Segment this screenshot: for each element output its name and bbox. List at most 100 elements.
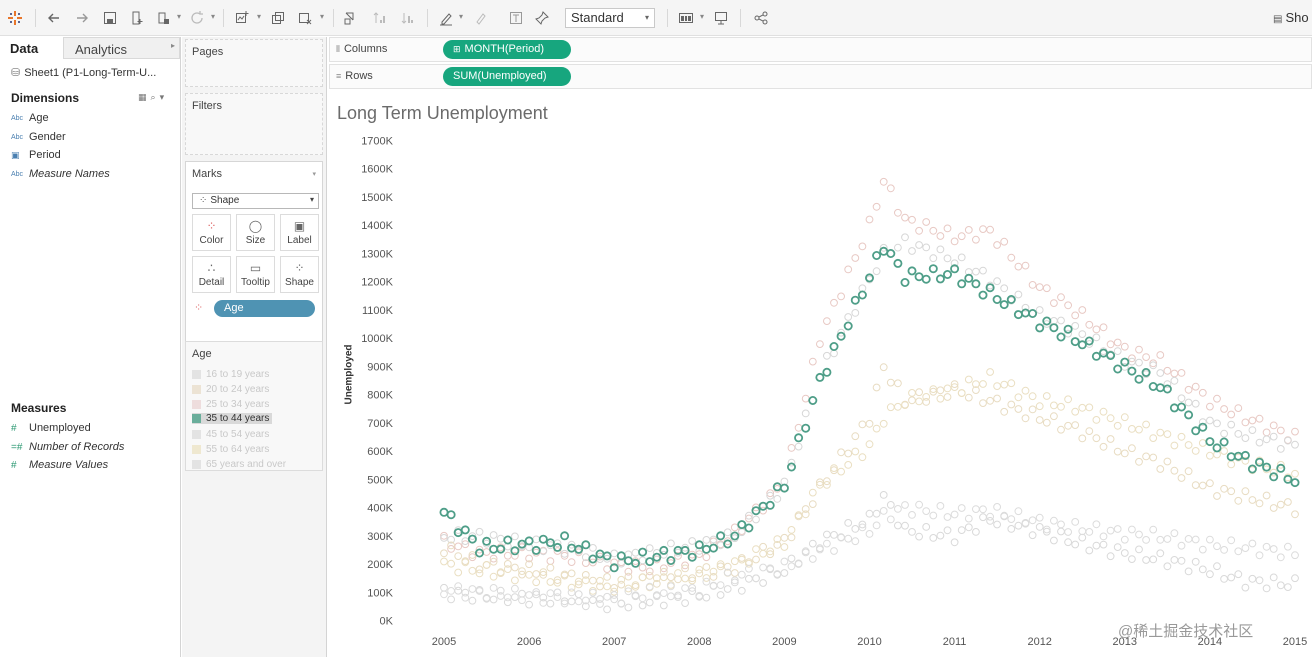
data-point[interactable] [1206, 479, 1214, 488]
data-point[interactable] [730, 557, 739, 566]
data-point[interactable] [702, 574, 711, 582]
data-point[interactable] [957, 232, 966, 241]
data-point[interactable] [921, 274, 931, 284]
data-point[interactable] [979, 399, 987, 408]
data-point[interactable] [1284, 583, 1292, 592]
data-point[interactable] [553, 578, 562, 587]
data-point[interactable] [1241, 487, 1250, 496]
data-point[interactable] [1191, 481, 1200, 490]
data-point[interactable] [999, 300, 1009, 310]
data-point[interactable] [823, 539, 831, 548]
sort-descending-icon[interactable] [397, 8, 417, 28]
data-point[interactable] [1085, 427, 1094, 436]
data-point[interactable] [581, 571, 590, 579]
data-point[interactable] [830, 298, 838, 307]
field-measure-names[interactable]: Abc Measure Names [11, 168, 110, 180]
data-point[interactable] [503, 593, 512, 602]
data-point[interactable] [766, 491, 775, 500]
data-point[interactable] [816, 545, 824, 554]
data-point[interactable] [865, 273, 875, 283]
data-point[interactable] [461, 588, 470, 597]
data-point[interactable] [716, 560, 725, 569]
data-point[interactable] [1163, 380, 1172, 389]
data-point[interactable] [1163, 430, 1172, 439]
data-point[interactable] [624, 584, 633, 593]
data-point[interactable] [1142, 536, 1150, 544]
data-point[interactable] [688, 576, 697, 585]
data-point[interactable] [688, 587, 697, 596]
size-button[interactable]: ◯ Size [236, 214, 275, 251]
data-point[interactable] [1184, 467, 1193, 476]
data-point[interactable] [1283, 474, 1293, 484]
data-point[interactable] [908, 528, 916, 536]
data-point[interactable] [454, 552, 463, 561]
data-point[interactable] [1206, 570, 1214, 579]
data-point[interactable] [1120, 549, 1129, 557]
data-point[interactable] [964, 226, 973, 234]
data-point[interactable] [972, 267, 980, 276]
data-point[interactable] [716, 531, 726, 541]
data-point[interactable] [979, 266, 987, 275]
data-point[interactable] [574, 597, 583, 606]
data-point[interactable] [1206, 416, 1214, 425]
data-point[interactable] [794, 433, 804, 443]
data-point[interactable] [872, 202, 881, 211]
data-point[interactable] [1162, 384, 1172, 394]
data-point[interactable] [993, 241, 1001, 249]
data-point[interactable] [680, 545, 690, 555]
data-point[interactable] [979, 225, 987, 234]
data-point[interactable] [808, 488, 817, 497]
data-point[interactable] [1014, 507, 1023, 516]
data-point[interactable] [1149, 434, 1158, 443]
data-point[interactable] [1269, 468, 1278, 477]
data-point[interactable] [844, 519, 853, 527]
data-point[interactable] [525, 560, 534, 569]
data-point[interactable] [1057, 520, 1065, 529]
data-point[interactable] [1057, 316, 1065, 325]
data-point[interactable] [1021, 414, 1030, 423]
data-point[interactable] [1021, 519, 1030, 528]
data-point[interactable] [659, 567, 668, 576]
data-point[interactable] [1248, 426, 1257, 435]
paste-datasource-icon[interactable] [153, 8, 173, 28]
data-point[interactable] [1035, 513, 1044, 522]
data-point[interactable] [1276, 463, 1286, 473]
data-point[interactable] [766, 547, 775, 556]
data-point[interactable] [603, 582, 612, 591]
data-point[interactable] [688, 584, 697, 592]
data-point[interactable] [1170, 466, 1179, 475]
data-point[interactable] [1106, 340, 1115, 349]
data-point[interactable] [943, 224, 952, 233]
data-point[interactable] [1042, 316, 1052, 326]
data-point[interactable] [603, 573, 612, 581]
data-point[interactable] [836, 331, 846, 341]
data-point[interactable] [794, 423, 803, 432]
data-point[interactable] [766, 489, 775, 498]
data-point[interactable] [1120, 535, 1129, 544]
data-point[interactable] [518, 567, 526, 576]
data-point[interactable] [1247, 464, 1257, 474]
data-point[interactable] [603, 605, 612, 614]
age-pill[interactable]: Age [214, 300, 315, 317]
mark-type-select[interactable]: ⁘ Shape ▾ [192, 193, 319, 209]
data-point[interactable] [539, 568, 548, 577]
columns-shelf[interactable]: ⦀ Columns ⊞ MONTH(Period) [329, 37, 1312, 62]
data-point[interactable] [1219, 437, 1229, 447]
data-point[interactable] [773, 541, 782, 549]
legend-item[interactable]: 55 to 64 years [192, 444, 269, 455]
data-point[interactable] [1042, 392, 1051, 400]
data-point[interactable] [723, 528, 732, 537]
data-point[interactable] [589, 596, 597, 605]
data-point[interactable] [496, 534, 505, 543]
data-point[interactable] [1220, 429, 1228, 438]
data-point[interactable] [1000, 284, 1009, 293]
data-point[interactable] [745, 511, 753, 520]
field-age[interactable]: Abc Age [11, 112, 49, 124]
data-point[interactable] [830, 349, 838, 358]
data-point[interactable] [482, 561, 491, 569]
data-point[interactable] [567, 569, 576, 578]
data-point[interactable] [461, 540, 470, 549]
data-point[interactable] [1006, 294, 1016, 304]
data-point[interactable] [674, 552, 682, 560]
data-point[interactable] [886, 501, 895, 509]
